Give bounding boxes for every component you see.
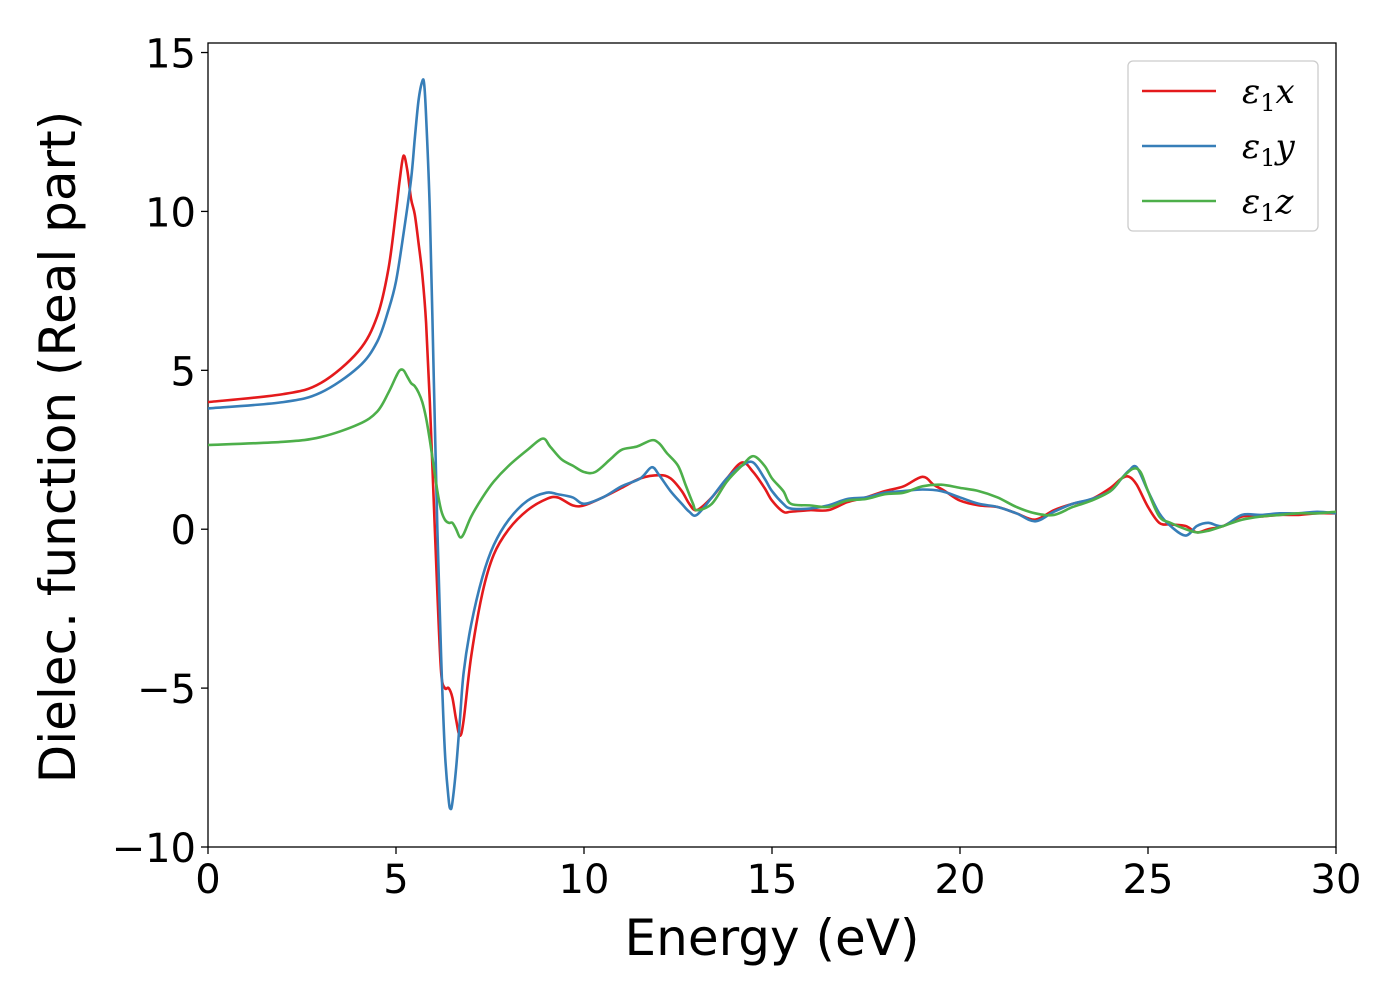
legend-item: ε1y [1142, 127, 1296, 172]
legend-box [1127, 60, 1319, 232]
y-tick-label: 0 [171, 508, 196, 554]
x-axis: 0 5 10 15 20 25 30 [195, 847, 1361, 903]
legend-item: ε1z [1142, 182, 1295, 227]
y-tick-label: 10 [145, 190, 196, 236]
legend-item: ε1x [1142, 72, 1295, 117]
y-tick-label: 15 [145, 32, 196, 78]
y-tick-label: −10 [112, 826, 196, 872]
legend-label: ε1x [1242, 72, 1295, 117]
legend: ε1x ε1y ε1z [1127, 60, 1319, 232]
x-tick-label: 30 [1311, 857, 1362, 903]
y-axis-label: Dielec. function (Real part) [29, 111, 87, 783]
legend-label: ε1y [1242, 127, 1296, 172]
x-tick-label: 15 [747, 857, 798, 903]
x-axis-label: Energy (eV) [625, 909, 920, 967]
series-line-z [208, 368, 1336, 539]
y-tick-label: 5 [171, 349, 196, 395]
legend-label: ε1z [1242, 182, 1295, 227]
y-tick-label: −5 [137, 667, 196, 713]
x-tick-label: 5 [383, 857, 408, 903]
x-tick-label: 20 [935, 857, 986, 903]
x-tick-label: 0 [195, 857, 220, 903]
x-tick-label: 25 [1123, 857, 1174, 903]
series-layer [208, 78, 1336, 811]
y-axis: −10 −5 0 5 10 15 [112, 32, 208, 872]
x-tick-label: 10 [559, 857, 610, 903]
series-line-x [208, 154, 1336, 738]
